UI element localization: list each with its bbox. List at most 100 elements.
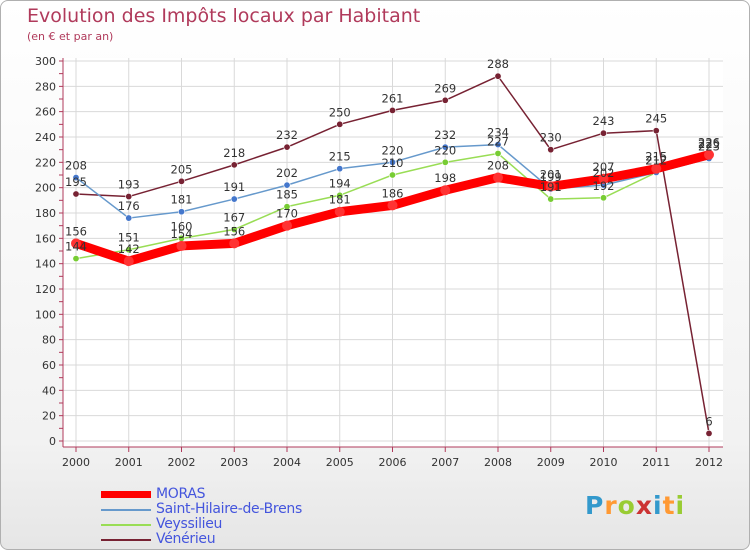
data-label-sthilaire: 223 xyxy=(698,140,720,154)
data-point-moras xyxy=(71,238,81,249)
data-label-moras: 170 xyxy=(276,207,298,221)
data-label-moras: 186 xyxy=(382,186,404,200)
y-tick-label: 160 xyxy=(35,232,56,245)
data-label-moras: 226 xyxy=(698,136,720,150)
data-label-veyssilieu: 220 xyxy=(434,143,456,157)
x-tick-label: 2003 xyxy=(220,456,248,469)
data-point-venerieu xyxy=(125,193,133,201)
legend-label-venerieu: Vénérieu xyxy=(156,531,216,547)
y-tick-label: 80 xyxy=(42,334,56,347)
data-point-venerieu xyxy=(494,72,502,80)
data-point-venerieu xyxy=(230,161,238,169)
data-label-moras: 208 xyxy=(487,159,509,173)
data-point-moras xyxy=(123,256,134,267)
data-point-venerieu xyxy=(652,127,660,135)
data-label-sthilaire: 176 xyxy=(118,199,140,213)
y-tick-label: 280 xyxy=(35,80,56,93)
data-point-veyssilieu xyxy=(283,203,291,211)
data-point-venerieu xyxy=(388,106,396,114)
data-label-venerieu: 243 xyxy=(593,114,615,128)
proxiti-logo: Proxiti xyxy=(585,491,685,520)
data-point-sthilaire xyxy=(125,214,133,222)
data-label-moras: 156 xyxy=(65,224,87,238)
data-point-moras xyxy=(387,200,398,211)
data-point-venerieu xyxy=(441,96,449,104)
data-point-veyssilieu xyxy=(125,246,133,254)
x-tick-label: 2011 xyxy=(642,456,670,469)
data-label-venerieu: 218 xyxy=(223,146,245,160)
legend-label-sthilaire: Saint-Hilaire-de-Brens xyxy=(156,501,302,517)
legend-swatch-veyssilieu xyxy=(101,524,151,526)
data-point-sthilaire xyxy=(494,141,502,149)
data-label-venerieu: 232 xyxy=(276,128,298,142)
y-tick-label: 200 xyxy=(35,182,56,195)
data-label-sthilaire: 212 xyxy=(645,153,667,167)
data-label-moras: 156 xyxy=(223,224,245,238)
data-point-moras xyxy=(704,149,714,160)
data-label-veyssilieu: 144 xyxy=(65,240,87,254)
data-label-moras: 154 xyxy=(171,227,193,241)
y-tick-label: 120 xyxy=(35,283,56,296)
y-tick-label: 180 xyxy=(35,207,56,220)
y-tick-label: 220 xyxy=(35,156,56,169)
data-label-venerieu: 6 xyxy=(705,414,712,428)
data-label-veyssilieu: 194 xyxy=(329,176,351,190)
data-point-venerieu xyxy=(72,190,80,198)
data-label-venerieu: 230 xyxy=(540,131,562,145)
data-point-sthilaire xyxy=(230,195,238,203)
y-tick-label: 40 xyxy=(42,384,56,397)
data-label-moras: 201 xyxy=(540,167,562,181)
data-label-venerieu: 245 xyxy=(645,112,667,126)
chart-title: Evolution des Impôts locaux par Habitant xyxy=(27,5,421,27)
data-label-moras: 198 xyxy=(434,171,456,185)
data-point-venerieu xyxy=(705,429,713,437)
data-point-moras xyxy=(334,206,345,217)
data-label-moras: 207 xyxy=(593,160,615,174)
x-tick-label: 2010 xyxy=(590,456,618,469)
x-tick-label: 2005 xyxy=(326,456,354,469)
data-point-sthilaire xyxy=(283,181,291,189)
legend-swatch-venerieu xyxy=(101,539,151,541)
x-tick-label: 2007 xyxy=(431,456,459,469)
data-point-veyssilieu xyxy=(441,158,449,166)
data-label-venerieu: 195 xyxy=(65,175,87,189)
legend-swatch-moras xyxy=(101,491,151,498)
data-point-moras xyxy=(598,173,609,184)
legend-label-moras: MORAS xyxy=(156,486,206,502)
data-label-veyssilieu: 227 xyxy=(487,134,509,148)
logo-letter: i xyxy=(675,491,686,520)
x-tick-label: 2000 xyxy=(62,456,90,469)
logo-letter: r xyxy=(604,491,618,520)
data-label-venerieu: 205 xyxy=(171,162,193,176)
data-point-veyssilieu xyxy=(336,191,344,199)
data-point-moras xyxy=(651,163,662,174)
logo-letter: x xyxy=(635,491,653,520)
data-label-veyssilieu: 160 xyxy=(171,219,193,233)
data-point-sthilaire xyxy=(388,158,396,166)
data-label-veyssilieu: 185 xyxy=(276,188,298,202)
data-point-veyssilieu xyxy=(547,195,555,203)
data-label-veyssilieu: 210 xyxy=(382,156,404,170)
data-label-moras: 142 xyxy=(118,242,140,256)
data-label-sthilaire: 234 xyxy=(487,126,509,140)
legend-swatch-sthilaire xyxy=(101,509,151,511)
data-point-moras xyxy=(440,185,451,196)
data-point-venerieu xyxy=(178,177,186,185)
chart-subtitle: (en € et par an) xyxy=(27,30,114,43)
data-point-sthilaire xyxy=(441,143,449,151)
legend-label-veyssilieu: Veyssilieu xyxy=(156,516,223,532)
data-label-moras: 181 xyxy=(329,193,351,207)
data-point-veyssilieu xyxy=(230,225,238,233)
data-label-veyssilieu: 191 xyxy=(540,180,562,194)
x-tick-label: 2012 xyxy=(695,456,723,469)
data-label-sthilaire: 208 xyxy=(65,159,87,173)
logo-letter: i xyxy=(653,491,663,520)
y-tick-label: 100 xyxy=(35,308,56,321)
x-tick-label: 2002 xyxy=(168,456,196,469)
data-point-venerieu xyxy=(336,120,344,128)
data-label-sthilaire: 181 xyxy=(171,193,193,207)
data-label-veyssilieu: 167 xyxy=(223,210,245,224)
data-point-moras xyxy=(229,238,240,249)
y-tick-label: 260 xyxy=(35,106,56,119)
